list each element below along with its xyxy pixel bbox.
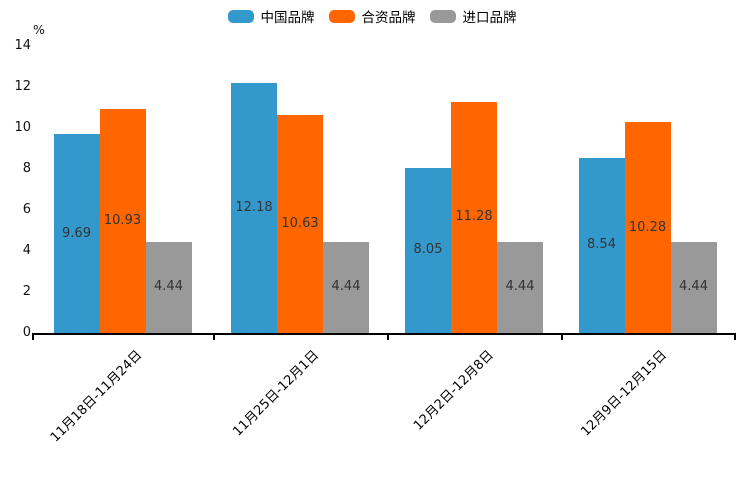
legend-label-china-brands: 中国品牌	[260, 10, 315, 26]
bar-value-label: 10.93	[103, 212, 142, 228]
bar-value-label: 11.28	[455, 209, 493, 225]
legend-label-imported-brands: 进口品牌	[462, 10, 517, 26]
bar-中国品牌-3	[405, 167, 451, 333]
bar-中国品牌-1	[53, 134, 100, 333]
legend-item-imported-brands: 进口品牌	[429, 6, 517, 26]
x-axis-tick-mark	[734, 333, 736, 340]
x-axis-category-label: 11月25日-12月1日	[230, 347, 323, 440]
bar-value-label: 4.44	[505, 279, 535, 295]
bar-value-label: 4.44	[679, 279, 708, 295]
bar-中国品牌-4	[578, 157, 625, 333]
bar-进口品牌-1	[145, 241, 192, 333]
bar-合资品牌-1	[99, 108, 146, 333]
bar-中国品牌-2	[231, 83, 277, 333]
x-axis-line	[33, 333, 735, 335]
y-tick-label: 6	[22, 202, 31, 217]
x-axis-category-label: 12月2日-12月8日	[410, 347, 497, 434]
legend-swatch-joint-venture-brands	[328, 9, 355, 23]
legend-swatch-china-brands	[227, 9, 254, 23]
bar-value-label: 8.54	[587, 237, 616, 253]
bar-value-label: 4.44	[331, 279, 361, 295]
legend: 中国品牌 合资品牌 进口品牌	[0, 6, 744, 26]
legend-item-joint-venture-brands: 合资品牌	[328, 6, 416, 26]
bar-合资品牌-2	[277, 115, 323, 333]
y-tick-label: 14	[14, 38, 31, 53]
bar-value-label: 9.69	[62, 225, 91, 241]
y-tick-label: 10	[14, 120, 31, 135]
legend-swatch-imported-brands	[429, 9, 456, 23]
legend-label-joint-venture-brands: 合资品牌	[361, 10, 416, 26]
bar-进口品牌-2	[323, 241, 369, 333]
y-axis-unit-label: %	[33, 22, 45, 37]
bar-进口品牌-4	[670, 241, 717, 333]
x-axis-tick-mark	[213, 333, 215, 340]
x-axis-tick-mark	[387, 333, 389, 340]
y-tick-label: 2	[22, 284, 31, 299]
x-axis-category-label: 11月18日-11月24日	[47, 347, 145, 446]
bar-合资品牌-4	[624, 122, 671, 333]
x-axis-tick-mark	[32, 333, 34, 340]
bar-value-label: 4.44	[154, 279, 183, 295]
y-tick-label: 8	[22, 161, 31, 176]
bar-value-label: 8.05	[413, 242, 443, 258]
bar-进口品牌-3	[497, 241, 543, 333]
legend-item-china-brands: 中国品牌	[227, 6, 315, 26]
bar-value-label: 12.18	[235, 200, 273, 216]
bar-value-label: 10.28	[628, 219, 667, 235]
y-tick-label: 0	[22, 325, 31, 340]
bar-value-label: 10.63	[281, 216, 319, 232]
bar-合资品牌-3	[451, 101, 497, 333]
x-axis-tick-mark	[561, 333, 563, 340]
x-axis-category-label: 12月9日-12月15日	[578, 347, 670, 440]
y-tick-label: 12	[14, 79, 31, 94]
y-tick-label: 4	[22, 243, 31, 258]
